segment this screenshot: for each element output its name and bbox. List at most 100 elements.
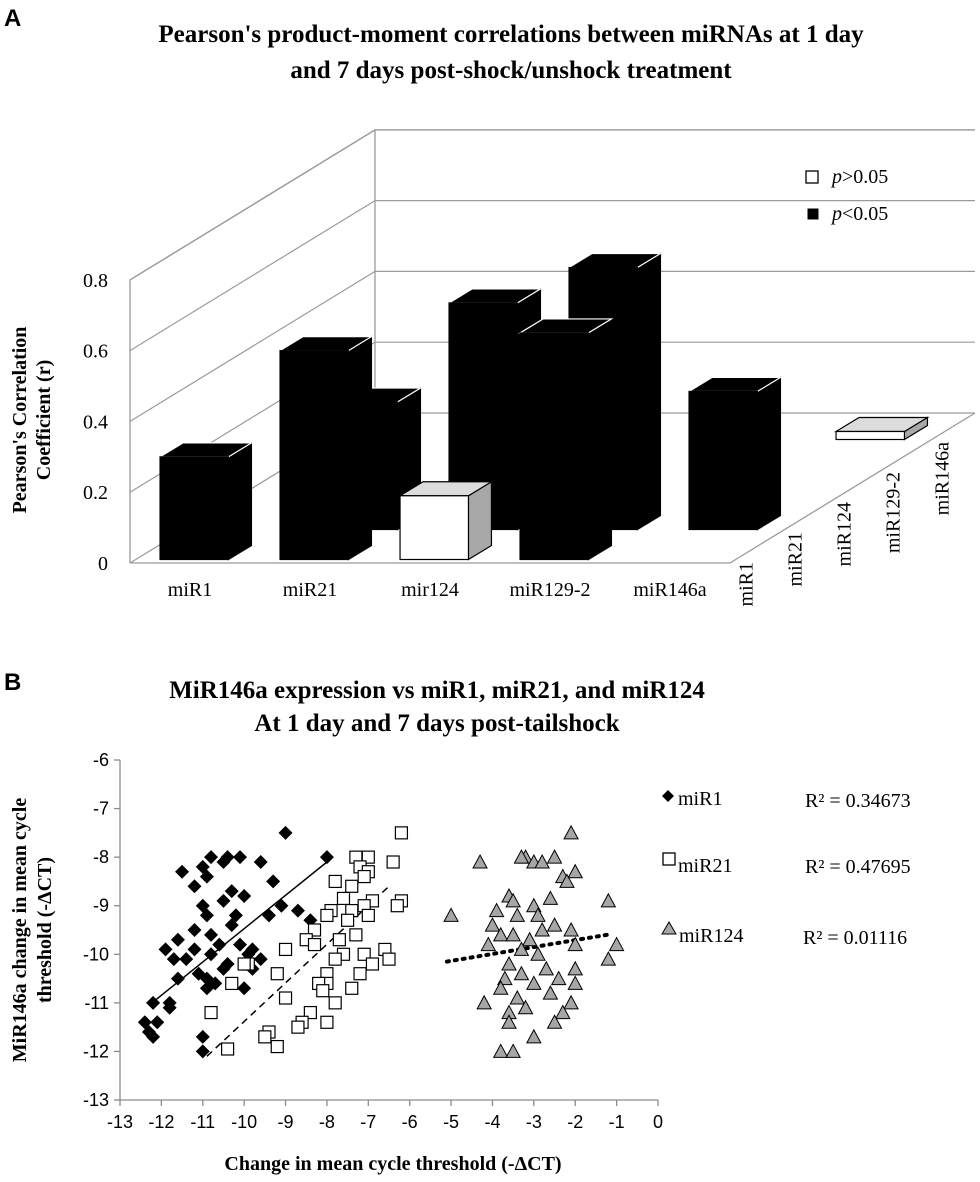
x-tick-label: -3	[526, 1112, 542, 1132]
point-mir21	[349, 928, 363, 942]
chart-a-title-line1: Pearson's product-moment correlations be…	[158, 21, 864, 48]
chart-b-ylabel-line2: threshold (-ΔCT)	[34, 857, 56, 1003]
chart-a-gridlines	[129, 129, 975, 493]
legend-swatch-not-significant	[805, 170, 819, 184]
x-tick-label: -6	[402, 1112, 418, 1132]
bar-mir129-2-mir21-side	[636, 252, 662, 531]
x-tick-label: -9	[278, 1112, 294, 1132]
gridline-left-3	[129, 200, 376, 352]
panel-a-letter: A	[4, 5, 21, 32]
point-mir124	[526, 897, 542, 913]
point-mir21	[270, 1039, 284, 1054]
trendline-mir21	[206, 885, 390, 1057]
x-tick-label: -8	[319, 1112, 335, 1132]
bar-mir1-mir1-side	[227, 441, 253, 561]
point-mir21	[390, 899, 404, 913]
point-mir124	[443, 907, 459, 922]
point-mir1	[158, 942, 173, 957]
y-tick-label: 0	[98, 553, 108, 575]
point-mir124	[546, 917, 563, 932]
chart-b-points	[137, 824, 625, 1059]
chart-b-axes	[119, 760, 658, 1101]
point-mir1	[162, 1000, 177, 1015]
point-mir124	[567, 975, 584, 990]
chart-b-xlabel: Change in mean cycle threshold (-ΔCT)	[224, 1153, 561, 1175]
legend-label-mir124: miR124	[679, 925, 743, 947]
y-tick-label: -9	[93, 896, 109, 916]
x-category-mir21: miR21	[283, 579, 337, 601]
point-mir1	[199, 869, 214, 884]
point-mir124	[563, 994, 579, 1010]
legend-label-significant: p<0.05	[830, 203, 888, 225]
point-mir1	[261, 908, 276, 923]
point-mir124	[567, 936, 584, 952]
x-category-mir124: mir124	[401, 579, 459, 601]
point-mir124	[509, 989, 526, 1005]
point-mir124	[505, 926, 521, 942]
point-mir1	[146, 995, 161, 1010]
point-mir1	[216, 893, 231, 908]
point-mir124	[600, 892, 617, 908]
point-mir124	[567, 863, 584, 879]
point-mir124	[480, 936, 497, 952]
point-mir21	[204, 1005, 218, 1020]
point-mir21	[316, 984, 330, 998]
point-mir1	[170, 932, 185, 947]
x-tick-label: -1	[609, 1112, 625, 1132]
bar-mir129-2-mir1-side	[587, 317, 613, 561]
point-mir21	[345, 981, 359, 995]
point-mir124	[513, 941, 530, 956]
point-mir21	[307, 937, 322, 952]
point-mir21	[270, 967, 284, 981]
point-mir21	[320, 1015, 334, 1029]
point-mir1	[253, 855, 268, 869]
y-tick-label: -6	[93, 750, 109, 770]
point-mir21	[278, 942, 293, 957]
bar-mir21-mir1	[277, 335, 374, 561]
point-mir1	[216, 855, 231, 869]
point-mir21	[237, 957, 251, 971]
point-mir1	[199, 981, 214, 996]
point-mir124	[505, 1043, 521, 1058]
point-mir1	[237, 981, 252, 996]
point-mir21	[258, 1030, 272, 1044]
r2-mir21: R² = 0.47695	[805, 856, 911, 878]
bar-mir129-2-mir1	[517, 317, 614, 561]
point-mir21	[357, 947, 371, 961]
point-mir1	[204, 850, 219, 865]
point-mir124	[563, 921, 579, 937]
point-mir124	[521, 931, 538, 947]
point-mir124	[559, 873, 575, 888]
point-mir124	[546, 849, 563, 864]
point-mir21	[361, 908, 375, 923]
chart-a-legend: p>0.05 p<0.05	[805, 166, 888, 225]
point-mir21	[365, 957, 380, 971]
point-mir124	[538, 960, 555, 976]
x-category-mir146a: miR146a	[633, 579, 706, 601]
point-mir21	[382, 952, 396, 966]
chart-a-ylabel-line1: Pearson's Correlation	[9, 327, 31, 514]
point-mir1	[224, 918, 239, 933]
bar-mir146a-mir21-side	[756, 376, 782, 531]
point-mir124	[563, 824, 579, 840]
x-tick-label: -2	[567, 1112, 583, 1132]
point-mir124	[509, 907, 526, 922]
r2-mir1: R² = 0.34673	[805, 790, 911, 812]
bar-mir21-mir1-side	[347, 335, 373, 561]
point-mir1	[137, 1015, 152, 1030]
point-mir124	[505, 892, 521, 908]
bar-mir146a-mir21-front	[688, 390, 759, 531]
point-mir124	[492, 926, 509, 942]
point-mir21	[328, 996, 342, 1010]
chart-a-y-ticks: 0 0.2 0.4 0.6 0.8	[83, 270, 108, 575]
y-tick-label: -7	[93, 799, 109, 819]
depth-category-mir124: miR124	[834, 502, 856, 566]
point-mir124	[534, 921, 550, 937]
y-tick-label: 0.4	[83, 411, 108, 433]
chart-b-x-ticks: -13 -12 -11 -10 -9 -8 -7 -6 -5 -4 -3 -2 -1 0	[107, 1100, 663, 1132]
y-tick-label: -13	[83, 1090, 109, 1110]
bar-mir21-mir1-front	[279, 350, 350, 561]
depth-category-mir1: miR1	[736, 562, 758, 606]
point-mir1	[278, 825, 293, 840]
